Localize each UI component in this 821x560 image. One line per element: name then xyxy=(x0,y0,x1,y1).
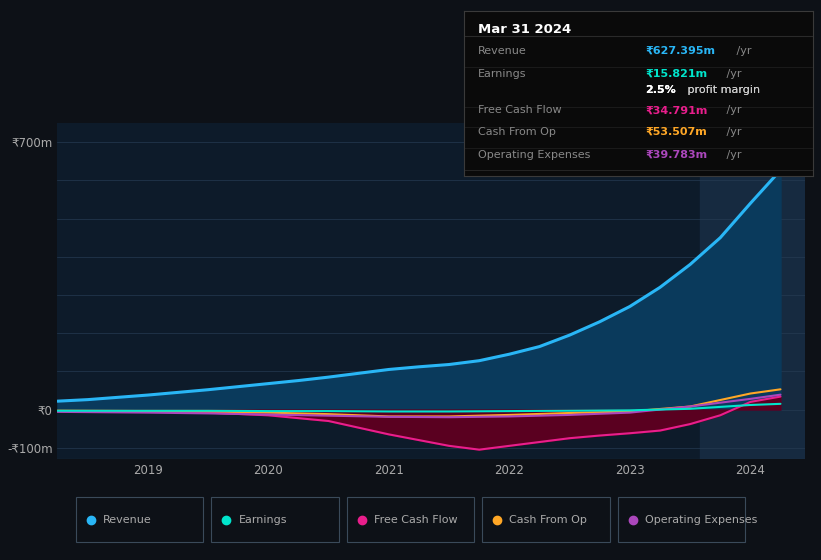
Text: Mar 31 2024: Mar 31 2024 xyxy=(478,23,571,36)
Text: Cash From Op: Cash From Op xyxy=(478,127,556,137)
Text: 2.5%: 2.5% xyxy=(645,86,676,96)
Text: ₹15.821m: ₹15.821m xyxy=(645,69,708,79)
Text: Earnings: Earnings xyxy=(238,515,287,525)
Text: ₹53.507m: ₹53.507m xyxy=(645,127,707,137)
Text: /yr: /yr xyxy=(723,127,742,137)
Text: ₹34.791m: ₹34.791m xyxy=(645,105,708,115)
Text: Free Cash Flow: Free Cash Flow xyxy=(374,515,457,525)
Text: /yr: /yr xyxy=(733,46,752,56)
FancyBboxPatch shape xyxy=(347,497,475,542)
Text: Cash From Op: Cash From Op xyxy=(509,515,587,525)
FancyBboxPatch shape xyxy=(76,497,203,542)
Text: /yr: /yr xyxy=(723,150,742,160)
FancyBboxPatch shape xyxy=(212,497,338,542)
Text: Revenue: Revenue xyxy=(103,515,152,525)
FancyBboxPatch shape xyxy=(617,497,745,542)
Bar xyxy=(699,123,805,459)
Text: profit margin: profit margin xyxy=(685,86,760,96)
Text: Operating Expenses: Operating Expenses xyxy=(645,515,757,525)
Text: Revenue: Revenue xyxy=(478,46,526,56)
Text: /yr: /yr xyxy=(723,69,742,79)
Text: profit margin: profit margin xyxy=(685,86,760,96)
Text: /yr: /yr xyxy=(723,105,742,115)
Text: Operating Expenses: Operating Expenses xyxy=(478,150,590,160)
Text: Free Cash Flow: Free Cash Flow xyxy=(478,105,562,115)
Text: Earnings: Earnings xyxy=(478,69,526,79)
Text: ₹39.783m: ₹39.783m xyxy=(645,150,708,160)
Text: ₹627.395m: ₹627.395m xyxy=(645,46,715,56)
Text: 2.5%: 2.5% xyxy=(645,86,676,96)
FancyBboxPatch shape xyxy=(482,497,609,542)
